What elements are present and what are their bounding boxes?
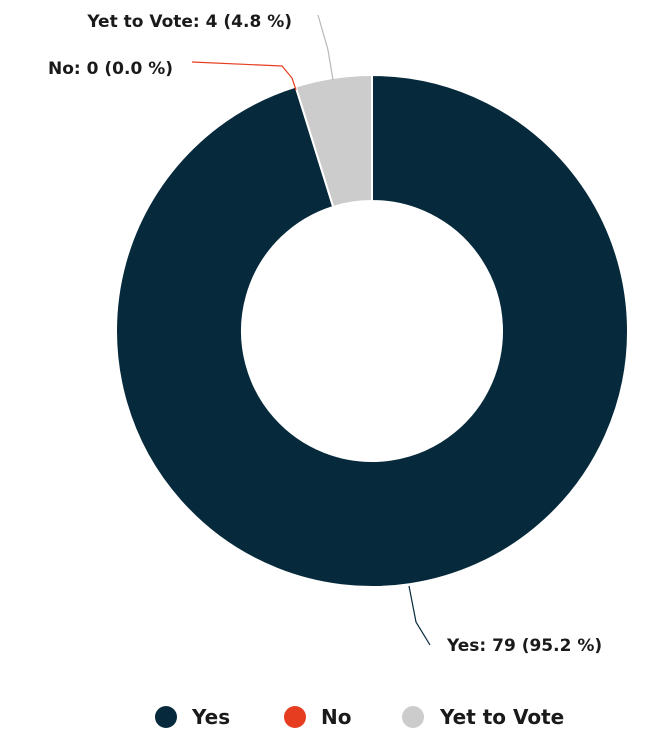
slice-yes (115, 74, 629, 588)
data-label-no: No: 0 (0.0 %) (48, 59, 173, 79)
connector-yet-to-vote (317, 14, 334, 81)
legend-label-no: No (321, 705, 351, 729)
legend-item-yes[interactable]: Yes (155, 705, 230, 729)
slice-yet-to-vote (294, 74, 373, 208)
legend-swatch-no (284, 706, 306, 728)
legend-swatch-yes (155, 706, 177, 728)
donut-slices (115, 74, 629, 588)
data-label-yes: Yes: 79 (95.2 %) (446, 636, 602, 656)
legend-swatch-yet-to-vote (402, 706, 424, 728)
legend-label-yet-to-vote: Yet to Vote (439, 705, 564, 729)
legend-item-yet-to-vote[interactable]: Yet to Vote (402, 705, 564, 729)
data-label-yet-to-vote: Yet to Vote: 4 (4.8 %) (86, 12, 292, 32)
connector-yes (408, 585, 431, 646)
connector-no (191, 61, 297, 91)
legend-item-no[interactable]: No (284, 705, 351, 729)
data-labels: Yes: 79 (95.2 %) No: 0 (0.0 %) Yet to Vote… (48, 12, 602, 656)
legend: Yes No Yet to Vote (155, 705, 564, 729)
legend-label-yes: Yes (191, 705, 230, 729)
